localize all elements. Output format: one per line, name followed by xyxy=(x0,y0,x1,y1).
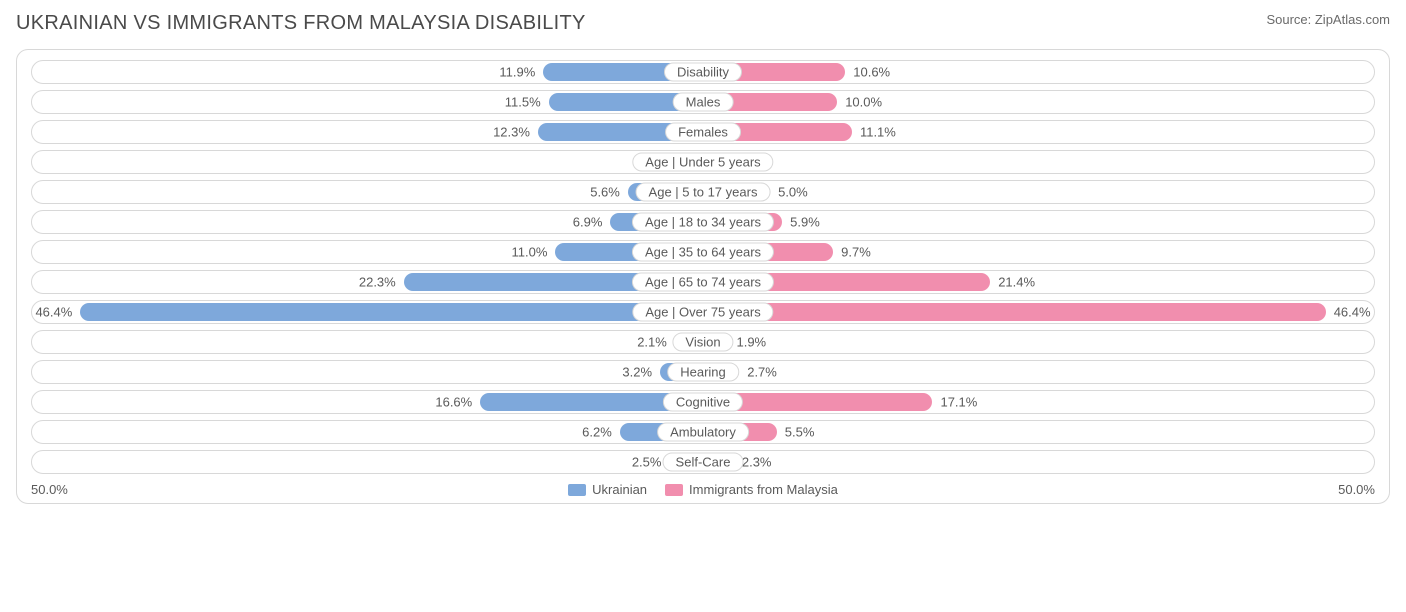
value-left: 6.2% xyxy=(582,425,612,440)
value-left: 16.6% xyxy=(435,395,472,410)
value-right: 10.6% xyxy=(853,65,890,80)
row-track: 11.9% 10.6% Disability xyxy=(31,60,1375,84)
category-label: Disability xyxy=(664,63,742,82)
row-track: 16.6% 17.1% Cognitive xyxy=(31,390,1375,414)
chart-area: 11.9% 10.6% Disability 11.5% 10.0% Males 12.3%… xyxy=(16,49,1390,504)
legend-swatch-ukrainian xyxy=(568,484,586,496)
row-track: 11.0% 9.7% Age | 35 to 64 years xyxy=(31,240,1375,264)
category-label: Cognitive xyxy=(663,393,743,412)
value-left: 6.9% xyxy=(573,215,603,230)
chart-row: 16.6% 17.1% Cognitive xyxy=(31,390,1375,414)
value-left: 11.9% xyxy=(499,65,535,80)
chart-row: 2.1% 1.9%Vision xyxy=(31,330,1375,354)
value-left: 11.5% xyxy=(505,95,541,110)
value-right: 17.1% xyxy=(940,395,977,410)
row-track: 1.3%1.1%Age | Under 5 years xyxy=(31,150,1375,174)
category-label: Age | 5 to 17 years xyxy=(636,183,771,202)
row-track: 22.3% 21.4% Age | 65 to 74 years xyxy=(31,270,1375,294)
chart-source: Source: ZipAtlas.com xyxy=(1266,12,1390,27)
row-track: 12.3% 11.1% Females xyxy=(31,120,1375,144)
category-label: Age | 65 to 74 years xyxy=(632,273,774,292)
value-left: 11.0% xyxy=(511,245,547,260)
category-label: Vision xyxy=(672,333,733,352)
chart-row: 12.3% 11.1% Females xyxy=(31,120,1375,144)
row-track: 5.6% 5.0% Age | 5 to 17 years xyxy=(31,180,1375,204)
row-track: 6.9% 5.9% Age | 18 to 34 years xyxy=(31,210,1375,234)
value-right: 11.1% xyxy=(860,125,896,140)
value-left: 22.3% xyxy=(359,275,396,290)
chart-row: 2.5% 2.3%Self-Care xyxy=(31,450,1375,474)
value-left: 2.5% xyxy=(632,455,662,470)
category-label: Males xyxy=(673,93,734,112)
chart-row: 6.2% 5.5% Ambulatory xyxy=(31,420,1375,444)
row-track: 46.4% 46.4% Age | Over 75 years xyxy=(31,300,1375,324)
value-right: 21.4% xyxy=(998,275,1035,290)
chart-row: 6.9% 5.9% Age | 18 to 34 years xyxy=(31,210,1375,234)
chart-row: 11.0% 9.7% Age | 35 to 64 years xyxy=(31,240,1375,264)
row-track: 3.2% 2.7% Hearing xyxy=(31,360,1375,384)
chart-row: 5.6% 5.0% Age | 5 to 17 years xyxy=(31,180,1375,204)
category-label: Females xyxy=(665,123,741,142)
value-left: 5.6% xyxy=(590,185,620,200)
axis-right-label: 50.0% xyxy=(1338,482,1375,497)
row-track: 2.1% 1.9%Vision xyxy=(31,330,1375,354)
category-label: Age | 18 to 34 years xyxy=(632,213,774,232)
chart-footer: 50.0% Ukrainian Immigrants from Malaysia… xyxy=(31,482,1375,497)
value-left: 2.1% xyxy=(637,335,667,350)
value-right: 2.7% xyxy=(747,365,777,380)
chart-row: 11.9% 10.6% Disability xyxy=(31,60,1375,84)
bar-left xyxy=(80,303,703,321)
row-track: 11.5% 10.0% Males xyxy=(31,90,1375,114)
category-label: Ambulatory xyxy=(657,423,749,442)
rows-container: 11.9% 10.6% Disability 11.5% 10.0% Males 12.3%… xyxy=(31,60,1375,474)
value-right: 10.0% xyxy=(845,95,882,110)
legend-label-ukrainian: Ukrainian xyxy=(592,482,647,497)
category-label: Age | Over 75 years xyxy=(632,303,773,322)
category-label: Age | 35 to 64 years xyxy=(632,243,774,262)
value-right: 46.4% xyxy=(1334,305,1371,320)
value-right: 2.3% xyxy=(742,455,772,470)
legend-item-ukrainian: Ukrainian xyxy=(568,482,647,497)
chart-row: 46.4% 46.4% Age | Over 75 years xyxy=(31,300,1375,324)
chart-row: 3.2% 2.7% Hearing xyxy=(31,360,1375,384)
value-right: 5.0% xyxy=(778,185,808,200)
bar-right xyxy=(703,303,1326,321)
row-track: 2.5% 2.3%Self-Care xyxy=(31,450,1375,474)
chart-row: 22.3% 21.4% Age | 65 to 74 years xyxy=(31,270,1375,294)
legend-label-malaysia: Immigrants from Malaysia xyxy=(689,482,838,497)
chart-title: UKRAINIAN VS IMMIGRANTS FROM MALAYSIA DI… xyxy=(16,12,586,35)
chart-row: 11.5% 10.0% Males xyxy=(31,90,1375,114)
legend: Ukrainian Immigrants from Malaysia xyxy=(568,482,838,497)
value-right: 5.5% xyxy=(785,425,815,440)
value-left: 3.2% xyxy=(622,365,652,380)
value-left: 46.4% xyxy=(35,305,72,320)
value-right: 9.7% xyxy=(841,245,871,260)
value-right: 5.9% xyxy=(790,215,820,230)
value-right: 1.9% xyxy=(736,335,766,350)
chart-row: 1.3%1.1%Age | Under 5 years xyxy=(31,150,1375,174)
legend-item-malaysia: Immigrants from Malaysia xyxy=(665,482,838,497)
row-track: 6.2% 5.5% Ambulatory xyxy=(31,420,1375,444)
category-label: Age | Under 5 years xyxy=(632,153,773,172)
value-left: 12.3% xyxy=(493,125,530,140)
category-label: Hearing xyxy=(667,363,739,382)
legend-swatch-malaysia xyxy=(665,484,683,496)
chart-header: UKRAINIAN VS IMMIGRANTS FROM MALAYSIA DI… xyxy=(16,12,1390,35)
axis-left-label: 50.0% xyxy=(31,482,68,497)
category-label: Self-Care xyxy=(663,453,744,472)
